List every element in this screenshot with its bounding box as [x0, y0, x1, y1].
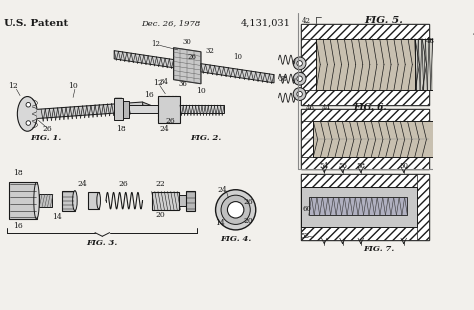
Text: 26: 26 [43, 126, 52, 133]
Text: 54: 54 [320, 162, 329, 170]
Ellipse shape [97, 193, 100, 209]
Text: 30: 30 [183, 38, 191, 46]
Bar [88, 193, 99, 209]
Bar [301, 109, 429, 121]
Bar [114, 98, 123, 120]
Text: 38: 38 [279, 75, 288, 83]
Bar [62, 191, 75, 211]
Bar [301, 174, 429, 187]
Text: 40: 40 [473, 29, 474, 38]
Text: 10: 10 [68, 82, 78, 91]
Text: 26: 26 [118, 180, 128, 188]
Bar [301, 227, 429, 240]
Text: 14: 14 [52, 213, 62, 221]
Text: 46: 46 [306, 104, 315, 112]
Text: FIG. 6.: FIG. 6. [353, 103, 387, 112]
Text: 14: 14 [215, 219, 225, 227]
Text: FIG. 1.: FIG. 1. [30, 134, 61, 142]
Circle shape [293, 88, 306, 100]
Polygon shape [201, 64, 274, 83]
Bar [9, 182, 36, 219]
Text: FIG. 3.: FIG. 3. [87, 239, 118, 247]
Bar [301, 24, 429, 39]
Text: 24: 24 [217, 186, 227, 194]
Text: 16: 16 [13, 222, 23, 230]
Text: 36: 36 [178, 80, 187, 88]
Text: 18: 18 [13, 169, 23, 177]
Circle shape [26, 103, 31, 107]
Bar [114, 105, 224, 113]
Ellipse shape [18, 96, 37, 131]
Text: 4,131,031: 4,131,031 [241, 19, 291, 28]
Polygon shape [173, 48, 201, 84]
Text: 26: 26 [244, 198, 253, 206]
Bar [301, 24, 429, 105]
Text: 18: 18 [117, 126, 127, 133]
Text: 12: 12 [151, 40, 160, 47]
Text: 32: 32 [206, 47, 215, 55]
Text: 42: 42 [301, 17, 310, 25]
Text: 60: 60 [302, 205, 311, 213]
Text: 12: 12 [8, 82, 18, 91]
Text: 50: 50 [399, 162, 408, 170]
Text: 22: 22 [155, 180, 165, 188]
Bar [309, 197, 407, 215]
Text: 44: 44 [321, 104, 330, 112]
Text: FIG. 2.: FIG. 2. [190, 134, 221, 142]
Circle shape [293, 57, 306, 70]
Bar [301, 121, 313, 157]
Text: 52: 52 [301, 232, 310, 240]
Bar [186, 191, 195, 211]
Text: 16: 16 [144, 91, 154, 99]
Ellipse shape [34, 182, 39, 219]
Bar [301, 90, 429, 105]
Bar [417, 174, 429, 240]
Bar [301, 109, 429, 169]
Text: 34: 34 [160, 78, 169, 86]
Text: 26: 26 [187, 53, 196, 60]
Bar [301, 39, 316, 90]
Bar [301, 187, 417, 227]
Text: 20: 20 [244, 217, 253, 225]
Bar [415, 39, 465, 90]
Circle shape [297, 91, 302, 97]
Polygon shape [114, 51, 173, 68]
Bar [39, 194, 52, 207]
Bar [179, 195, 186, 206]
Text: 20: 20 [155, 211, 165, 219]
Polygon shape [37, 102, 143, 118]
Text: U.S. Patent: U.S. Patent [4, 19, 68, 28]
Text: Dec. 26, 1978: Dec. 26, 1978 [142, 19, 201, 27]
Text: 58: 58 [356, 162, 365, 170]
Circle shape [216, 190, 256, 230]
Text: 48: 48 [426, 37, 435, 45]
Ellipse shape [73, 191, 77, 211]
Circle shape [26, 121, 31, 125]
Circle shape [297, 76, 302, 82]
Text: 26: 26 [165, 117, 175, 125]
Text: FIG. 4.: FIG. 4. [220, 235, 251, 243]
Circle shape [228, 202, 244, 218]
Text: 10: 10 [233, 53, 242, 61]
Bar [158, 95, 180, 123]
Text: 24: 24 [77, 180, 87, 188]
Polygon shape [143, 102, 152, 111]
Circle shape [293, 72, 306, 85]
Bar [313, 121, 447, 157]
Text: 12: 12 [153, 79, 163, 87]
Text: 56: 56 [338, 162, 347, 170]
Text: FIG. 5.: FIG. 5. [364, 16, 403, 25]
Bar [301, 174, 429, 240]
Circle shape [221, 195, 250, 224]
Circle shape [297, 61, 302, 66]
Bar [123, 101, 129, 117]
Bar [316, 39, 447, 90]
Text: 24: 24 [160, 126, 169, 133]
Bar [152, 192, 179, 210]
Text: 10: 10 [196, 87, 206, 95]
Bar [301, 157, 429, 169]
Text: FIG. 7.: FIG. 7. [364, 245, 395, 253]
